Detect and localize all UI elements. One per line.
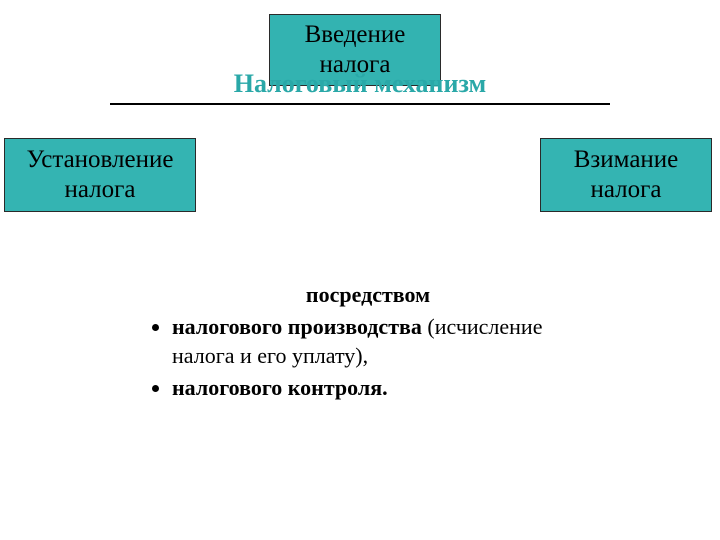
title-underline: Налоговый механизм: [110, 68, 610, 105]
box-establish-tax-line2: налога: [64, 176, 135, 203]
box-establish-tax-line1: Установление: [27, 146, 174, 173]
body-lead: посредством: [138, 280, 598, 310]
box-intro-tax-line1: Введение: [305, 21, 406, 48]
box-collect-tax-line1: Взимание: [574, 146, 679, 173]
list-item: налогового контроля.: [172, 373, 598, 403]
box-collect-tax-line2: налога: [590, 176, 661, 203]
slide: { "title": { "text": "Налоговый механизм…: [0, 0, 720, 540]
body-text: посредством налогового производства (исч…: [138, 280, 598, 405]
box-establish-tax: Установление налога: [4, 138, 196, 212]
slide-title: Налоговый механизм: [234, 69, 487, 98]
list-item-bold: налогового контроля.: [172, 375, 388, 400]
body-list: налогового производства (исчисление нало…: [138, 312, 598, 403]
list-item-bold: налогового производства: [172, 314, 422, 339]
box-collect-tax: Взимание налога: [540, 138, 712, 212]
list-item: налогового производства (исчисление нало…: [172, 312, 598, 371]
slide-title-wrap: Налоговый механизм: [0, 68, 720, 105]
